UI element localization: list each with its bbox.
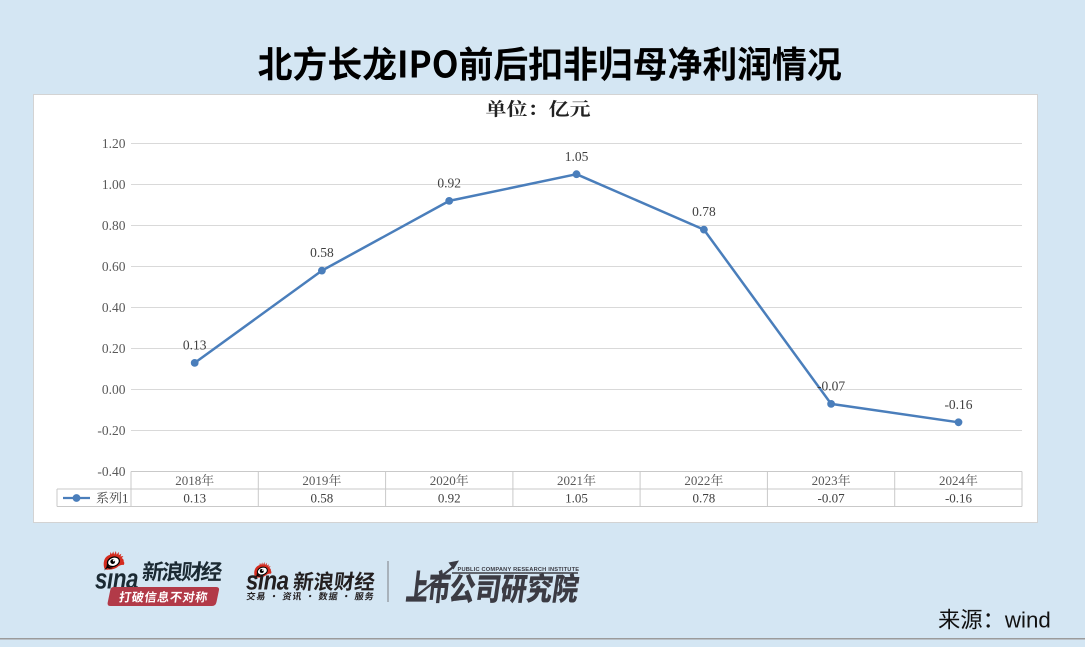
svg-text:2021: 2021 bbox=[557, 473, 583, 488]
svg-text:0.58: 0.58 bbox=[311, 491, 334, 506]
svg-text:2022: 2022 bbox=[684, 473, 710, 488]
svg-text:-0.07: -0.07 bbox=[817, 378, 845, 393]
svg-text:0.78: 0.78 bbox=[692, 204, 716, 219]
svg-text:PUBLIC COMPANY RESEARCH INSTIT: PUBLIC COMPANY RESEARCH INSTITUTE bbox=[458, 567, 580, 573]
svg-text:0.58: 0.58 bbox=[310, 245, 334, 260]
svg-text:-0.20: -0.20 bbox=[97, 423, 125, 438]
svg-text:1.05: 1.05 bbox=[565, 149, 589, 164]
svg-text:-0.16: -0.16 bbox=[944, 397, 972, 412]
svg-text:2018: 2018 bbox=[175, 473, 201, 488]
svg-text:0.13: 0.13 bbox=[183, 337, 207, 352]
svg-text:0.92: 0.92 bbox=[438, 491, 461, 506]
svg-text:wind: wind bbox=[1004, 608, 1051, 633]
svg-text:1.05: 1.05 bbox=[565, 491, 588, 506]
svg-text:0.00: 0.00 bbox=[102, 382, 126, 397]
svg-text:0.60: 0.60 bbox=[102, 259, 126, 274]
svg-text:1: 1 bbox=[122, 491, 129, 506]
svg-text:0.13: 0.13 bbox=[183, 491, 206, 506]
svg-text:0.40: 0.40 bbox=[102, 300, 126, 315]
svg-text:0.78: 0.78 bbox=[693, 491, 716, 506]
svg-text:2019: 2019 bbox=[302, 473, 328, 488]
svg-text:0.80: 0.80 bbox=[102, 218, 126, 233]
svg-text:0.92: 0.92 bbox=[437, 175, 461, 190]
svg-text:-0.07: -0.07 bbox=[818, 491, 846, 506]
svg-text:2024: 2024 bbox=[939, 473, 966, 488]
svg-text:-0.16: -0.16 bbox=[945, 491, 973, 506]
svg-text:1.20: 1.20 bbox=[102, 136, 126, 151]
svg-text:2023: 2023 bbox=[812, 473, 838, 488]
svg-text:2020: 2020 bbox=[430, 473, 456, 488]
svg-text:-0.40: -0.40 bbox=[97, 464, 125, 479]
svg-text:1.00: 1.00 bbox=[102, 177, 126, 192]
svg-text:0.20: 0.20 bbox=[102, 341, 126, 356]
